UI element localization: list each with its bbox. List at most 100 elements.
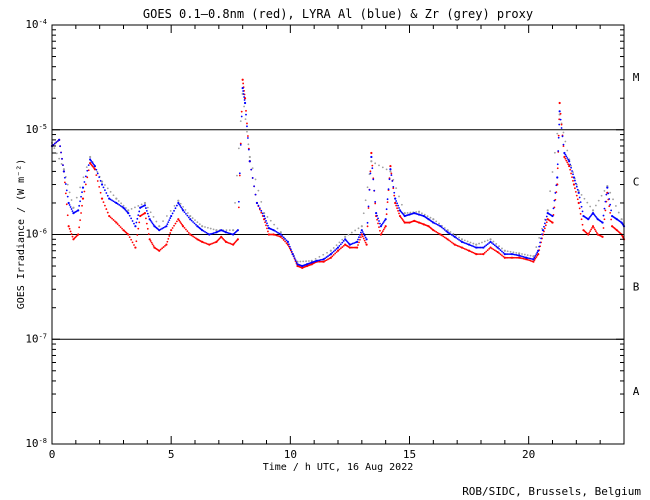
data-point [174,207,177,210]
data-point [177,199,180,202]
data-point [143,204,147,207]
data-point [553,199,556,202]
data-point [178,219,181,222]
data-point [567,163,570,166]
data-point [528,259,531,262]
data-point [521,255,523,258]
data-point [529,257,532,260]
data-point [512,253,515,256]
data-point [436,231,439,234]
data-point [587,233,590,236]
data-point [127,209,130,212]
data-point [211,242,214,245]
data-point [435,220,438,223]
data-point [435,230,438,233]
flare-class-label: C [633,176,640,189]
data-point [475,243,478,246]
data-point [186,214,189,217]
data-point [505,256,508,259]
data-point [456,244,459,247]
data-point [264,221,266,224]
data-point [254,178,257,181]
data-point [92,162,94,165]
data-point [67,225,70,228]
data-point [479,246,482,249]
data-point [84,183,87,186]
data-point [485,250,488,253]
data-point [209,227,212,230]
data-point [179,221,182,223]
data-point [77,209,80,212]
data-point [496,250,499,254]
data-point [463,247,466,250]
data-point [100,180,104,183]
data-point [329,252,332,256]
data-point [329,249,332,252]
data-point [586,201,589,204]
data-point [588,231,591,234]
data-point [390,172,393,175]
data-point [606,186,609,189]
data-point [169,210,172,212]
data-point [605,193,608,196]
data-point [124,207,127,209]
data-point [617,211,620,214]
data-point [475,246,478,249]
data-point [512,256,515,259]
credit-text: ROB/SIDC, Brussels, Belgium [462,485,641,498]
data-point [96,180,99,182]
data-point [288,243,290,246]
data-point [242,90,245,92]
data-point [192,235,194,238]
data-point [248,155,251,159]
data-point [195,223,197,226]
data-point [138,221,141,224]
data-point [247,148,250,151]
data-point [241,78,244,81]
data-point [83,190,86,193]
data-point [148,238,151,241]
data-point [433,222,436,225]
data-point [390,174,393,176]
data-point [180,206,183,209]
data-point [350,243,353,245]
data-point [588,217,591,219]
data-point [518,252,521,255]
data-point [136,234,139,236]
data-point [83,181,86,183]
data-point [396,207,399,210]
data-point [459,239,462,242]
data-point [329,256,332,259]
data-point [112,194,115,197]
data-point [492,240,495,243]
data-point [165,215,168,217]
data-point [158,225,161,228]
data-point [109,198,112,201]
data-point [452,242,455,245]
data-point [81,197,85,200]
data-point [119,226,122,229]
data-point [510,256,514,259]
data-point [442,227,445,230]
data-point [204,242,206,244]
data-point [286,240,290,243]
data-point [458,238,460,241]
data-point [165,243,168,246]
data-point [498,252,501,255]
data-point [115,197,118,200]
data-point [68,227,71,230]
data-point [572,179,574,182]
data-point [377,222,379,225]
data-point [455,234,458,237]
data-point [556,167,559,170]
data-point [469,244,472,247]
data-point [432,218,435,221]
data-point [98,176,101,179]
data-point [63,181,66,184]
data-point [559,112,562,115]
data-point [406,211,409,214]
data-point [87,164,90,167]
data-point [589,215,592,218]
data-point [189,214,192,218]
data-point [127,233,130,236]
